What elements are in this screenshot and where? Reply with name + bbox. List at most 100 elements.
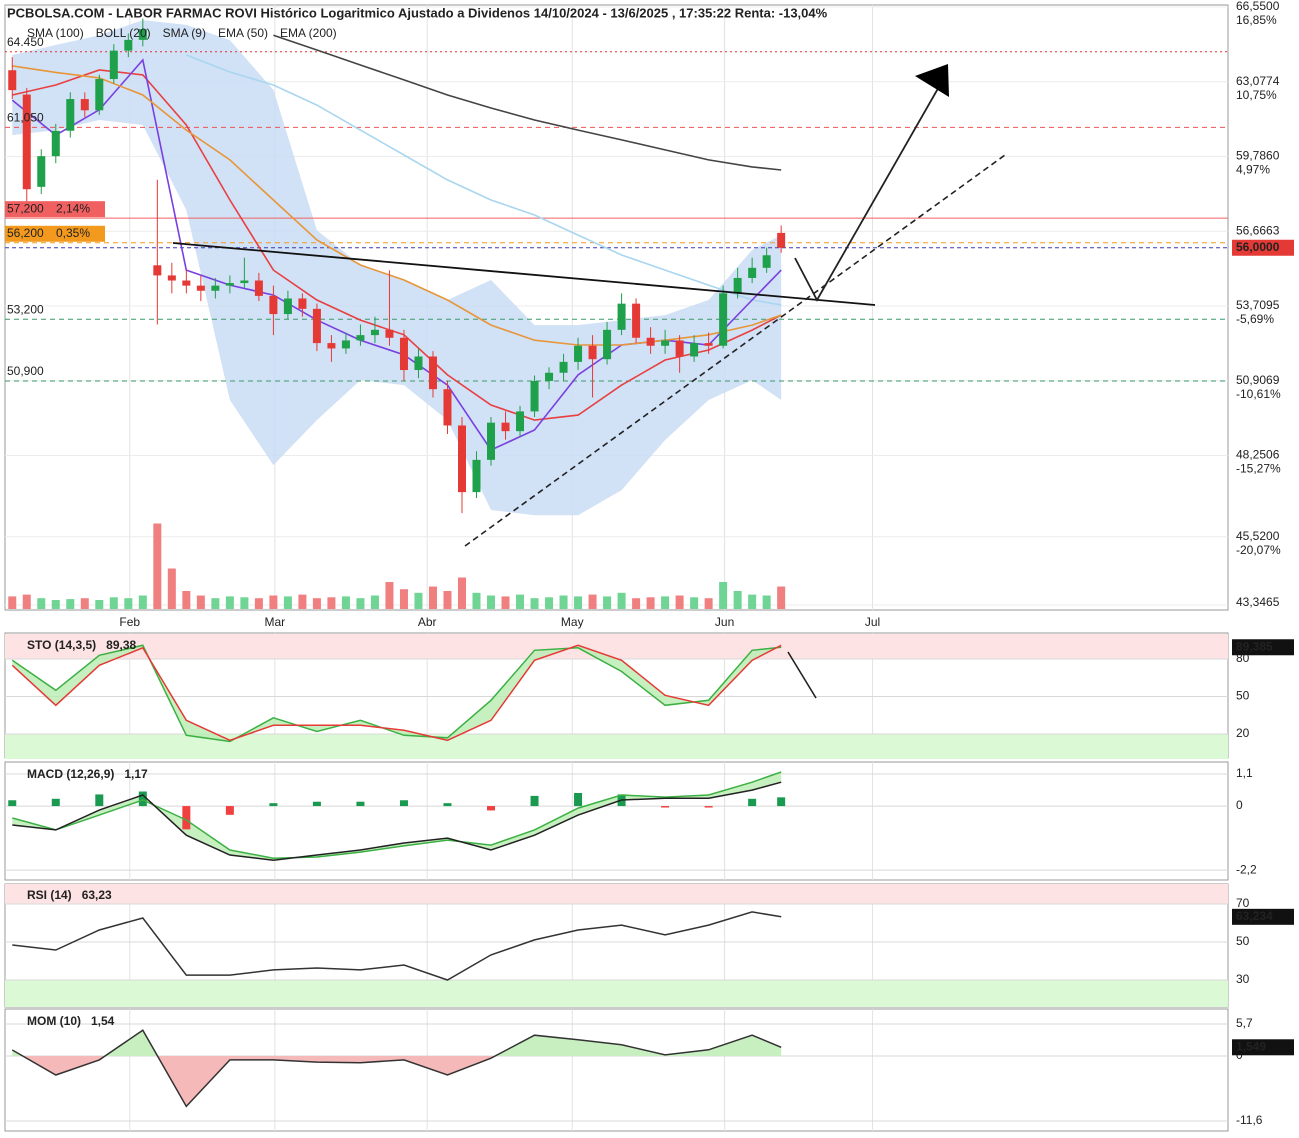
fill-between: [12, 772, 782, 861]
volume-bar: [588, 594, 597, 609]
candle-body: [385, 329, 394, 338]
volume-bar: [632, 598, 641, 609]
histogram-bar: [51, 798, 60, 807]
candle-body: [646, 337, 655, 346]
panel-frame: [4, 1008, 1229, 1132]
histogram-bar: [574, 792, 583, 807]
y-tick-pct: 10,75%: [1236, 88, 1277, 102]
arrow-line: [794, 84, 941, 302]
candle-body: [603, 329, 612, 360]
volume-bar: [574, 596, 583, 609]
candle-body: [588, 345, 597, 360]
last-value-box: [1232, 1039, 1294, 1056]
y-tick-label: 30: [1236, 972, 1250, 986]
y-tick-label: 1,1: [1236, 766, 1253, 780]
candle-body: [356, 335, 365, 341]
volume-bar: [385, 582, 394, 609]
x-tick-label: May: [561, 615, 584, 629]
volume-bar: [254, 598, 263, 609]
panel-title: MACD (12,26,9): [27, 767, 114, 781]
x-tick-label: Abr: [418, 615, 437, 629]
histogram-bar: [704, 806, 713, 808]
candle-body: [632, 303, 641, 338]
y-tick-label: -2,2: [1236, 862, 1257, 876]
zone-band: [5, 734, 1228, 759]
candle-body: [574, 345, 583, 362]
candle-body: [414, 356, 423, 371]
volume-bar: [748, 594, 757, 609]
panel-readout: 1,54: [91, 1014, 115, 1028]
volume-bar: [704, 598, 713, 609]
volume-bar: [530, 598, 539, 609]
area-below: [12, 1055, 782, 1107]
y-tick-label: 48,2506: [1236, 448, 1280, 462]
y-tick-label: 50: [1236, 689, 1250, 703]
panel-title: STO (14,3,5): [27, 638, 96, 652]
candle-body: [196, 285, 205, 291]
candle-body: [661, 340, 670, 346]
candle-body: [443, 389, 452, 426]
level-label: 64.450: [7, 35, 44, 49]
volume-bar: [8, 596, 17, 609]
histogram-bar: [95, 794, 104, 807]
candle-body: [748, 267, 757, 278]
volume-bar: [211, 598, 220, 609]
x-tick-label: Jul: [865, 615, 880, 629]
volume-bar: [661, 596, 670, 609]
volume-bar: [777, 586, 786, 609]
indicator-line: [11, 1029, 782, 1108]
annotations: [172, 64, 1006, 699]
candle-body: [37, 156, 46, 187]
y-tick-pct: -15,27%: [1236, 462, 1281, 476]
volume-bar: [719, 582, 728, 609]
candle-body: [298, 298, 307, 309]
candle-body: [138, 29, 147, 40]
level-pct: 2,14%: [56, 201, 90, 215]
last-price-label: 56,0000: [1236, 240, 1280, 254]
candle-body: [8, 70, 17, 91]
indicator-line: [273, 34, 782, 171]
panel-readout: 1,17: [124, 767, 148, 781]
volume-bar: [559, 595, 568, 609]
volume-bar: [501, 596, 510, 609]
histogram-bar: [269, 803, 278, 807]
candle-body: [80, 99, 89, 111]
indicator-line: [12, 911, 782, 981]
zone-band: [5, 634, 1228, 659]
panel-frame: [4, 761, 1229, 881]
volume-bar: [341, 596, 350, 609]
zone-band: [5, 980, 1228, 1007]
y-tick-pct: 4,97%: [1236, 163, 1270, 177]
level-label: 50,900: [7, 364, 44, 378]
y-tick-label: 5,7: [1236, 1016, 1253, 1030]
volume-bar: [225, 596, 234, 609]
panel-readout: 89,38: [106, 638, 136, 652]
volume-bar: [182, 591, 191, 609]
candle-body: [66, 99, 75, 131]
volume-bar: [196, 595, 205, 609]
volume-bar: [516, 594, 525, 609]
legend-entry: SMA (9): [163, 26, 206, 40]
y-tick-label: -11,6: [1236, 1113, 1263, 1127]
volume-bar: [646, 597, 655, 609]
candle-body: [95, 79, 104, 111]
panel-frame: [4, 4, 1229, 611]
y-tick-label: 45,5200: [1236, 529, 1280, 543]
volume-bar: [356, 598, 365, 609]
volume-bar: [603, 596, 612, 609]
volume-bar: [414, 592, 423, 609]
bollinger-band: [12, 20, 782, 516]
candle-body: [283, 298, 292, 315]
candle-body: [254, 280, 263, 296]
candle-body: [487, 422, 496, 460]
candle-body: [370, 329, 379, 336]
histogram-bar: [661, 806, 670, 808]
candle-body: [777, 232, 786, 248]
histogram-bar: [182, 806, 191, 830]
y-tick-pct: -20,07%: [1236, 543, 1281, 557]
level-label: 57,200: [7, 201, 44, 215]
volume-bar: [690, 597, 699, 609]
last-value-box: [1232, 639, 1294, 656]
panel-title: MOM (10): [27, 1014, 81, 1028]
